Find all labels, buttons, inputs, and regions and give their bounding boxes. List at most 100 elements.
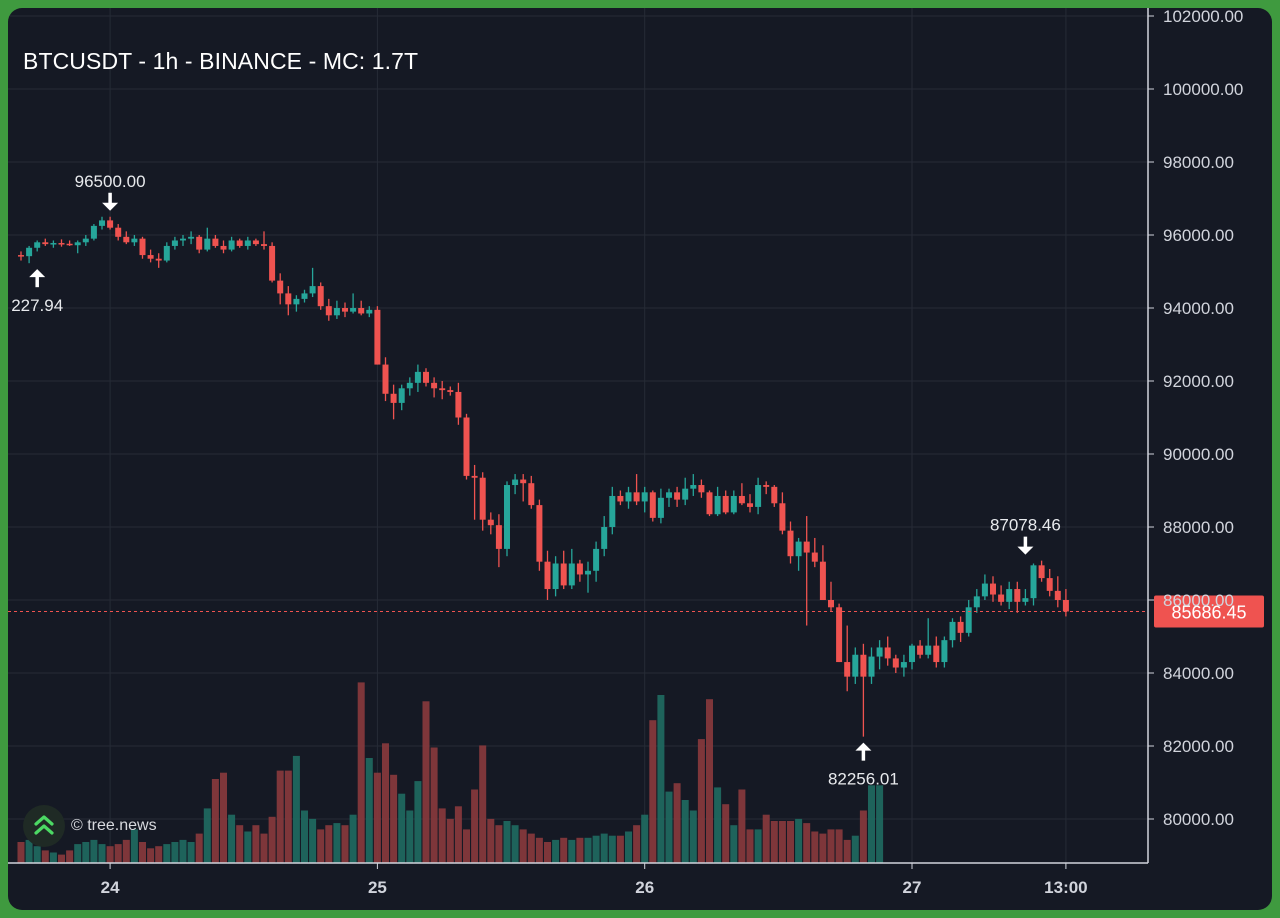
volume-bar xyxy=(770,821,778,863)
candle-body xyxy=(973,596,980,608)
volume-bar xyxy=(301,810,308,863)
candle-body xyxy=(155,258,162,261)
candles xyxy=(18,216,1069,737)
volume-bar xyxy=(317,829,325,863)
candle-body xyxy=(261,244,267,246)
y-tick-label: 82000.00 xyxy=(1163,737,1234,756)
candle-body xyxy=(714,495,721,515)
candle-body xyxy=(107,220,114,228)
volume-bar xyxy=(349,814,357,863)
volume-bar xyxy=(325,825,333,863)
candle-body xyxy=(706,492,713,515)
volume-bar xyxy=(479,745,487,863)
volume-bar xyxy=(195,833,203,863)
candle-body xyxy=(512,479,519,486)
candle-body xyxy=(188,236,195,239)
volume-bar xyxy=(649,720,657,863)
candle-body xyxy=(544,561,551,590)
volume-bar xyxy=(495,825,503,863)
candle-body xyxy=(552,563,559,590)
volume-bar xyxy=(49,852,57,863)
candle-body xyxy=(576,563,583,575)
volume-bar xyxy=(33,846,41,863)
volume-bar xyxy=(357,682,365,863)
annotation-label: 227.94 xyxy=(11,296,63,315)
price-annotation: 82256.01 xyxy=(828,742,899,789)
candle-body xyxy=(277,280,284,294)
volume-bar xyxy=(228,814,236,863)
annotation-label: 82256.01 xyxy=(828,770,899,789)
candle-body xyxy=(204,238,211,250)
volume-bar xyxy=(244,831,252,863)
volume-bar xyxy=(268,816,276,863)
y-tick-label: 84000.00 xyxy=(1163,664,1234,683)
price-annotation: 227.94 xyxy=(11,269,63,315)
price-annotation: 87078.46 xyxy=(990,516,1061,555)
candle-body xyxy=(625,492,632,502)
volume-bar xyxy=(365,758,373,863)
volume-bar xyxy=(697,739,705,863)
candle-body xyxy=(115,227,122,237)
volume-bar xyxy=(633,825,641,863)
volume-bar xyxy=(106,846,114,863)
volume-bar xyxy=(843,839,851,863)
volume-bar xyxy=(568,839,576,863)
volume-bar xyxy=(284,770,292,863)
candle-body xyxy=(763,485,770,487)
candle-body xyxy=(609,495,616,527)
volume-bar xyxy=(398,793,406,863)
candle-body xyxy=(406,382,413,389)
candle-body xyxy=(933,645,940,663)
volume-bar xyxy=(430,747,438,863)
volume-bar xyxy=(600,833,608,863)
volume-bar xyxy=(511,825,519,863)
watermark-text: © tree.news xyxy=(71,817,157,834)
candle-body xyxy=(382,364,389,394)
candle-body xyxy=(439,388,446,391)
volume-bar xyxy=(503,821,511,863)
volume-bar xyxy=(519,829,527,863)
candle-body xyxy=(819,561,826,600)
candle-body xyxy=(860,654,867,677)
candle-body xyxy=(852,654,859,677)
last-price-line: 85686.45 xyxy=(8,595,1264,628)
x-tick-label: 24 xyxy=(101,878,120,897)
candle-body xyxy=(593,548,600,571)
candle-body xyxy=(342,308,348,312)
y-tick-label: 90000.00 xyxy=(1163,445,1234,464)
candle-body xyxy=(1046,578,1053,591)
candle-body xyxy=(90,225,97,239)
candle-body xyxy=(981,583,988,597)
candle-body xyxy=(398,388,405,403)
candle-body xyxy=(909,645,915,663)
candle-body xyxy=(657,497,664,518)
candle-body xyxy=(18,255,24,257)
volume-bar xyxy=(179,839,187,863)
candle-body xyxy=(528,483,535,506)
candle-body xyxy=(868,656,875,677)
volume-bar xyxy=(446,818,454,863)
candle-body xyxy=(82,238,89,243)
candle-body xyxy=(34,242,41,248)
chart-title: BTCUSDT - 1h - BINANCE - MC: 1.7T xyxy=(23,48,419,74)
volume-bar xyxy=(333,823,341,863)
candle-body xyxy=(965,607,972,633)
candlestick-chart[interactable]: 85686.45 96500.00227.9487078.4682256.01 … xyxy=(8,8,1272,910)
volume-bar xyxy=(147,848,155,863)
volume-bar xyxy=(487,818,495,863)
candle-body xyxy=(755,485,762,507)
volume-bar xyxy=(203,808,211,863)
volume-bar xyxy=(471,789,479,863)
volume-bar xyxy=(114,844,122,863)
volume-bar xyxy=(276,770,284,863)
candle-body xyxy=(163,245,170,261)
candle-body xyxy=(244,240,251,246)
candle-body xyxy=(301,293,308,299)
y-tick-label: 96000.00 xyxy=(1163,226,1234,245)
candle-body xyxy=(674,492,681,500)
candle-body xyxy=(123,236,130,243)
volume-bar xyxy=(406,810,414,863)
volume-bar xyxy=(827,829,835,863)
volume-bar xyxy=(625,831,632,863)
candle-body xyxy=(455,391,462,418)
